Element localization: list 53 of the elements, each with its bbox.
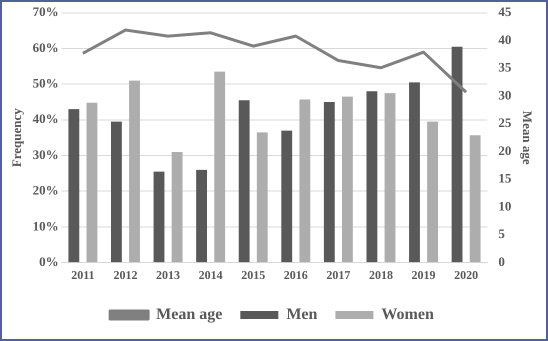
bar: [324, 102, 335, 262]
x-tick-label: 2015: [241, 268, 266, 282]
y-tick-label: 0%: [39, 254, 59, 269]
y-axis-title: Frequency: [9, 108, 24, 168]
legend-label: Mean age: [156, 306, 222, 324]
y-tick-label: 40%: [32, 111, 59, 126]
y2-tick-label: 10: [498, 198, 512, 214]
y2-tick-label: 5: [498, 226, 506, 242]
bar: [196, 170, 208, 262]
y-tick-label: 50%: [32, 76, 59, 91]
bar: [86, 102, 98, 262]
y2-tick-label: 30: [498, 87, 512, 102]
bar: [154, 172, 164, 262]
bar: [238, 100, 250, 262]
bar: [342, 96, 353, 262]
bar: [214, 72, 226, 262]
x-tick-label: 2019: [412, 268, 436, 282]
bar: [129, 80, 140, 262]
y-tick-label: 20%: [32, 182, 59, 198]
y2-tick-label: 35: [498, 60, 512, 75]
y-tick-label: 10%: [32, 218, 59, 234]
bar: [110, 122, 122, 262]
bar: [366, 91, 378, 262]
x-tick-label: 2020: [454, 268, 478, 282]
y-tick-label: 30%: [32, 146, 59, 162]
bar: [172, 152, 183, 262]
y2-tick-label: 20: [498, 142, 512, 158]
bar: [470, 135, 481, 262]
x-tick-label: 2016: [284, 268, 308, 282]
legend-label: Women: [381, 306, 434, 324]
y2-axis-title: Mean age: [520, 110, 535, 165]
y-tick-label: 60%: [32, 40, 59, 55]
y-tick-label: 70%: [32, 4, 59, 20]
y2-tick-label: 25: [498, 115, 512, 130]
x-tick-label: 2011: [71, 268, 95, 282]
bar: [452, 46, 462, 262]
bar: [409, 82, 420, 262]
x-tick-label: 2014: [198, 268, 223, 282]
bar: [384, 93, 396, 262]
y2-tick-label: 0: [498, 254, 505, 269]
x-tick-label: 2012: [113, 268, 138, 282]
bar: [299, 100, 310, 262]
x-tick-label: 2018: [368, 268, 393, 282]
y2-tick-label: 45: [498, 4, 512, 20]
bar: [68, 109, 80, 262]
x-tick-label: 2017: [326, 268, 350, 282]
bar: [256, 132, 268, 262]
x-tick-label: 2013: [156, 268, 180, 282]
y2-tick-label: 15: [498, 170, 512, 186]
bar: [427, 122, 438, 262]
legend-label: Men: [286, 306, 318, 324]
y2-tick-label: 40: [498, 32, 512, 47]
bar: [281, 130, 292, 262]
